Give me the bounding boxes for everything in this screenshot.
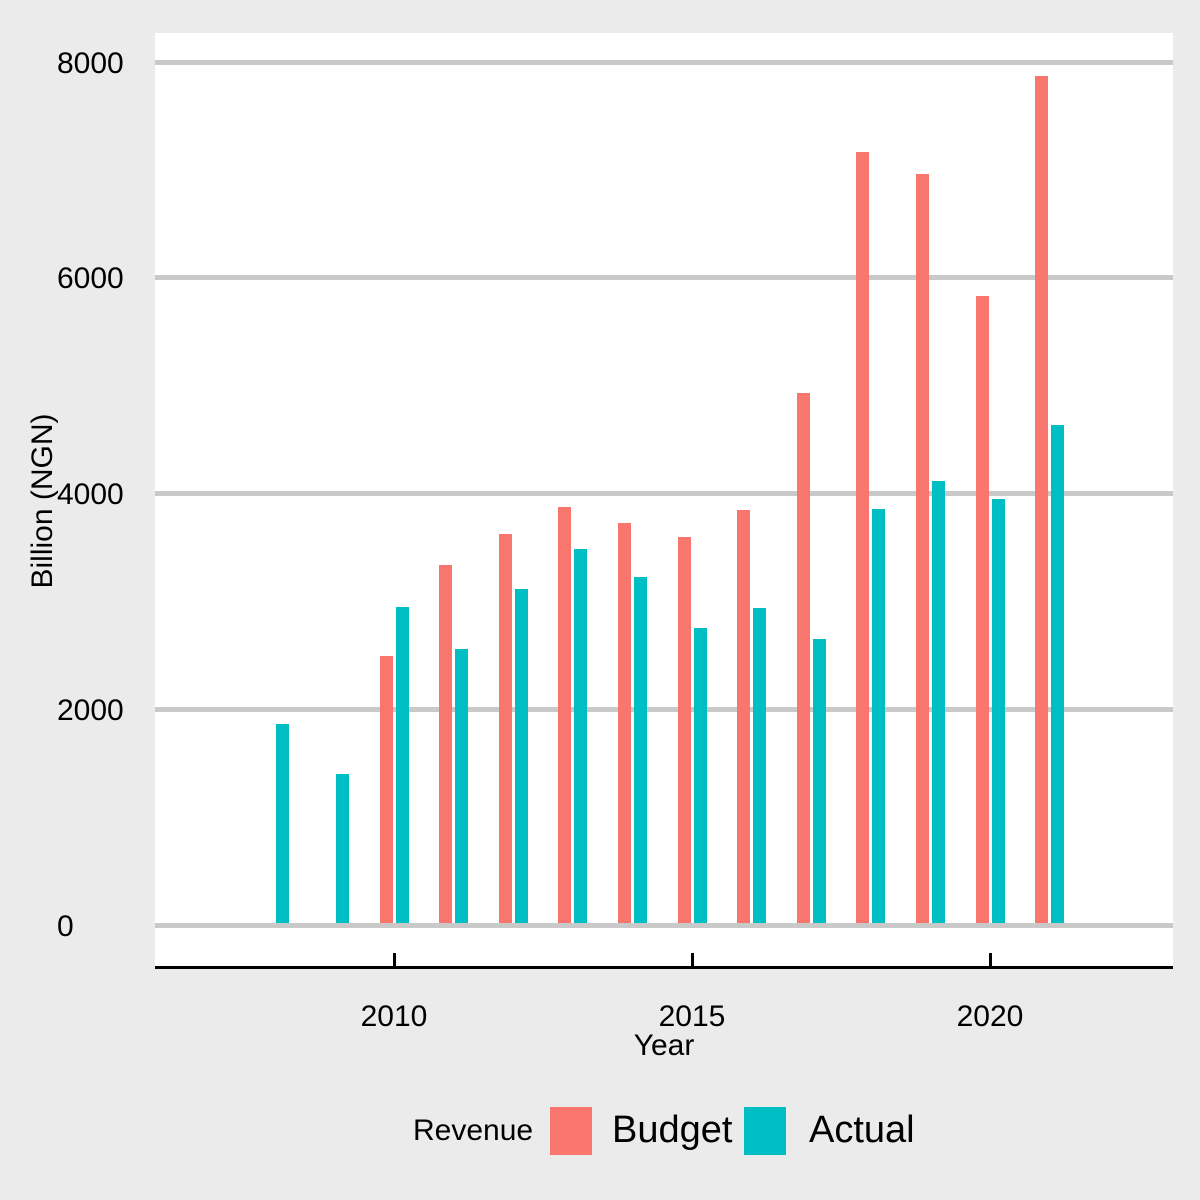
x-axis-line [155,966,1173,969]
y-tick-label-6000: 6000 [57,262,124,296]
bar-budget-2013 [558,506,572,923]
gridline-6000 [155,275,1173,281]
y-tick-label-8000: 8000 [57,46,124,80]
plot-panel [155,33,1173,968]
bar-budget-2012 [498,533,512,923]
bar-actual-2013 [574,548,588,923]
gridline-4000 [155,491,1173,497]
bar-budget-2014 [617,522,631,923]
bar-budget-2017 [796,393,810,923]
bar-budget-2020 [975,296,989,923]
bar-actual-2016 [753,608,767,923]
bar-actual-2020 [991,499,1005,923]
x-tick-label-2015: 2015 [658,1000,726,1033]
x-axis-title: Year [633,1029,695,1062]
bar-budget-2019 [915,174,929,923]
gridline-0 [155,923,1173,928]
bar-actual-2008 [276,723,290,923]
bar-actual-2011 [455,649,469,923]
bar-actual-2017 [812,639,826,923]
legend-swatch-budget [550,1107,592,1155]
y-axis-title: Billion (NGN) [26,413,59,589]
y-tick-label-0: 0 [57,910,74,943]
x-tick-label-2010: 2010 [360,1000,428,1033]
bar-budget-2015 [677,536,691,923]
bar-actual-2010 [395,607,409,923]
bar-actual-2021 [1051,424,1065,923]
bar-budget-2016 [737,509,751,923]
legend-label-actual: Actual [809,1109,915,1151]
x-tick-2015 [690,953,694,968]
legend-swatch-actual [744,1107,786,1155]
x-tick-2020 [988,953,992,968]
x-tick-label-2020: 2020 [956,1000,1024,1033]
bar-budget-2018 [856,151,870,923]
bar-budget-2021 [1035,76,1049,923]
y-tick-label-2000: 2000 [57,694,124,728]
legend-title: Revenue [413,1114,534,1147]
bar-budget-2011 [439,564,453,923]
gridline-8000 [155,59,1173,65]
x-tick-2010 [392,953,396,968]
bar-budget-2010 [379,655,393,923]
bar-actual-2018 [872,508,886,923]
y-tick-label-4000: 4000 [57,478,124,512]
bar-actual-2012 [514,588,528,923]
bar-actual-2015 [693,627,707,923]
bar-actual-2009 [335,774,349,923]
bar-actual-2019 [931,480,945,923]
gridline-2000 [155,707,1173,713]
legend-label-budget: Budget [612,1109,733,1151]
bar-actual-2014 [633,576,647,923]
